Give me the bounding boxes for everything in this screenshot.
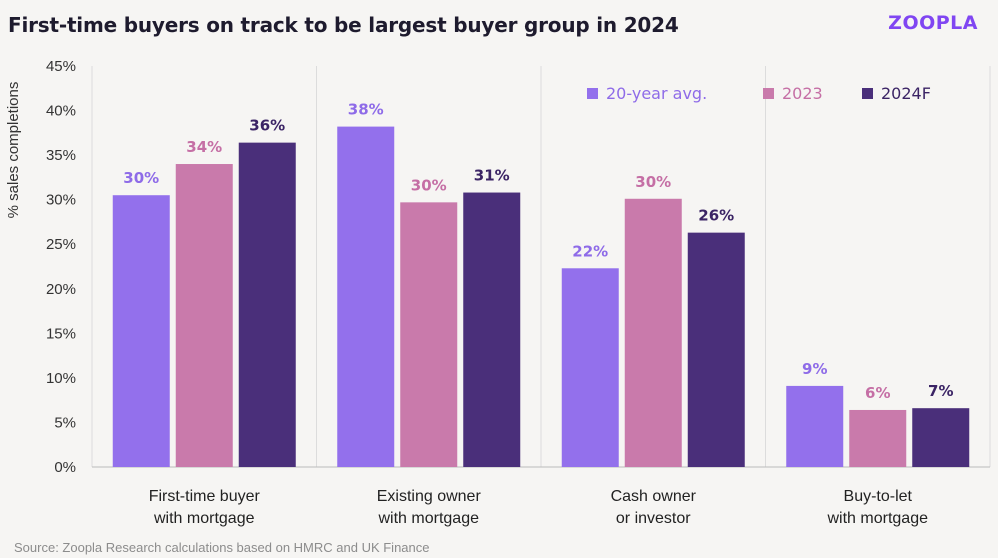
y-tick-label: 5% — [54, 414, 76, 431]
data-labels: 30% 34% 36% 38% 30% 31% 22% 30% 26% 9% 6% 7% — [123, 101, 953, 402]
y-tick-label: 30% — [46, 192, 76, 209]
bar — [463, 192, 521, 467]
y-tick-label: 10% — [46, 370, 76, 387]
y-axis: 0% 5% 10% 15% 20% 25% 30% 35% 40% 45% — [46, 58, 76, 476]
data-label: 34% — [186, 138, 222, 156]
chart-title: First-time buyers on track to be largest… — [8, 13, 679, 37]
legend-label: 20-year avg. — [606, 84, 707, 103]
bar — [687, 232, 745, 467]
legend-label: 2023 — [782, 84, 823, 103]
bar — [238, 142, 296, 467]
legend-swatch — [862, 88, 873, 99]
data-label: 26% — [698, 207, 734, 225]
bar — [786, 385, 844, 467]
y-tick-label: 35% — [46, 147, 76, 164]
data-label: 30% — [411, 176, 447, 194]
y-tick-label: 15% — [46, 325, 76, 342]
y-tick-label: 25% — [46, 236, 76, 253]
data-label: 6% — [865, 384, 890, 402]
x-tick-label: Buy-to-let — [844, 488, 913, 505]
bars — [112, 126, 970, 468]
bar — [112, 195, 170, 467]
x-tick-label: Existing owner — [377, 488, 482, 505]
data-label: 36% — [249, 117, 285, 135]
bar — [561, 268, 619, 467]
data-label: 9% — [802, 360, 827, 378]
category-separators — [91, 66, 991, 467]
legend-label: 2024F — [881, 84, 931, 103]
bar — [849, 409, 907, 467]
x-tick-label: or investor — [616, 510, 691, 527]
bar — [175, 164, 233, 467]
y-tick-label: 40% — [46, 103, 76, 120]
y-axis-label: % sales completions — [5, 82, 22, 219]
bar — [400, 202, 458, 467]
x-tick-label: with mortgage — [827, 510, 929, 527]
data-label: 22% — [572, 242, 608, 260]
x-tick-label: with mortgage — [378, 510, 480, 527]
x-tick-label: with mortgage — [153, 510, 255, 527]
source-note: Source: Zoopla Research calculations bas… — [14, 540, 430, 555]
y-tick-label: 0% — [54, 459, 76, 476]
bar — [337, 126, 395, 468]
data-label: 30% — [635, 173, 671, 191]
data-label: 30% — [123, 169, 159, 187]
y-tick-label: 20% — [46, 281, 76, 298]
x-axis: First-time buyer with mortgage Existing ow… — [149, 488, 928, 527]
data-label: 31% — [474, 167, 510, 185]
y-tick-label: 45% — [46, 58, 76, 75]
data-label: 7% — [928, 382, 953, 400]
legend: 20-year avg. 2023 2024F — [587, 84, 931, 103]
legend-swatch — [763, 88, 774, 99]
bar — [912, 408, 970, 467]
x-tick-label: Cash owner — [611, 488, 697, 505]
zoopla-logo: ZOOPLA — [888, 12, 978, 34]
data-label: 38% — [348, 101, 384, 119]
x-tick-label: First-time buyer — [149, 488, 261, 505]
legend-swatch — [587, 88, 598, 99]
bar — [624, 198, 682, 467]
